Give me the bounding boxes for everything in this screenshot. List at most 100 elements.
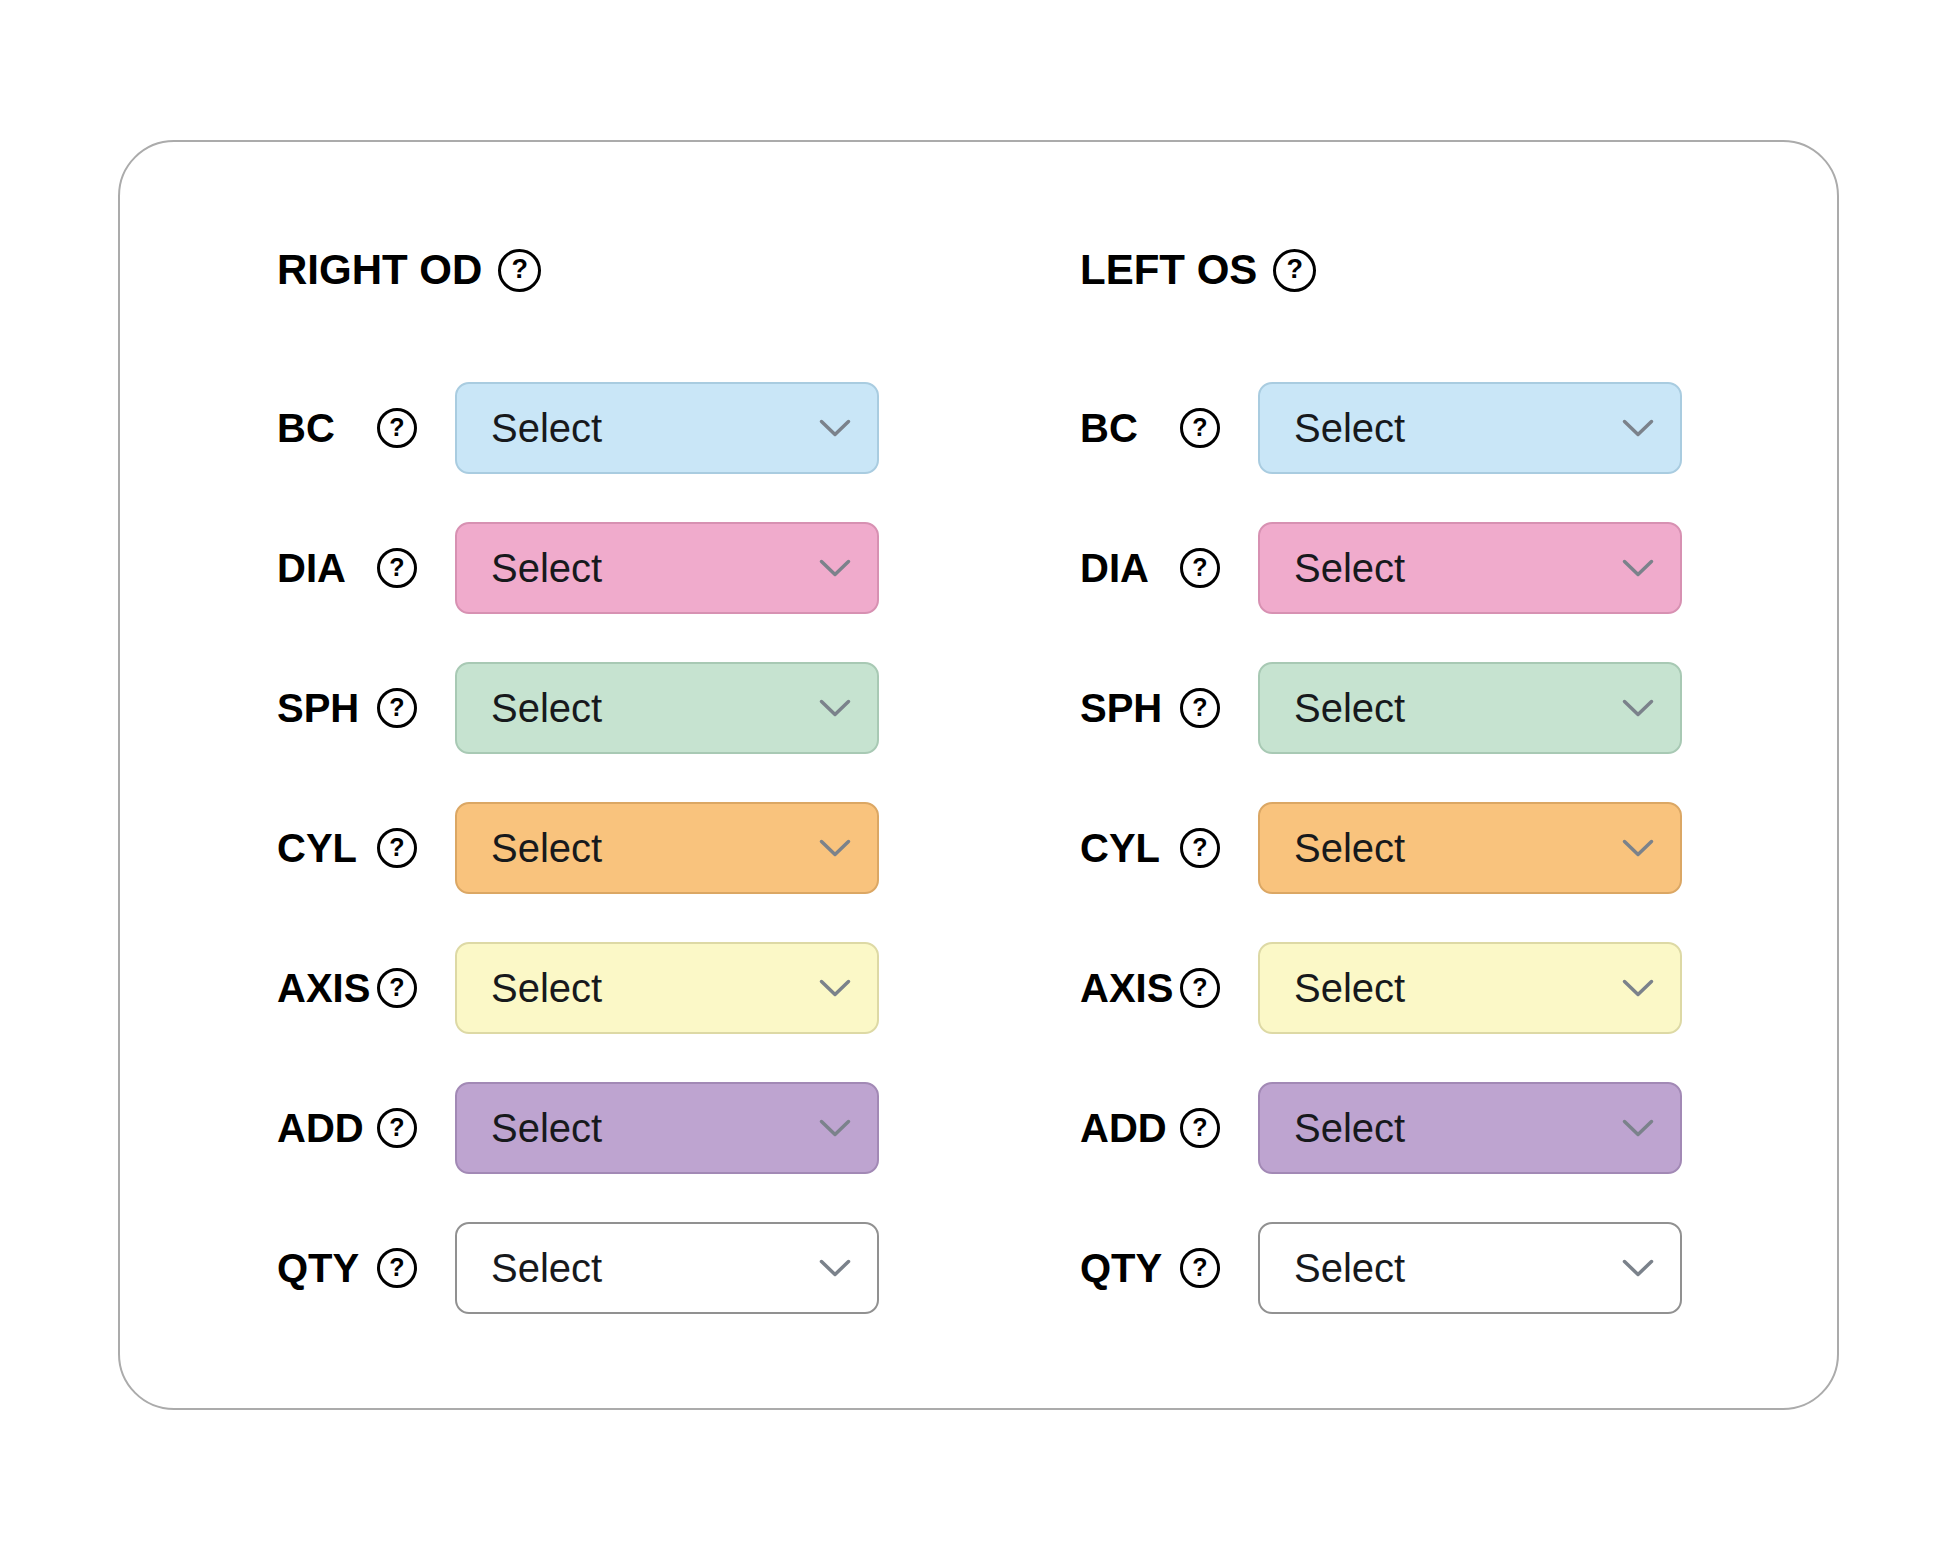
help-icon[interactable]: ? [1180,968,1220,1008]
field-label-group: DIA ? [1080,548,1220,588]
field-label-group: SPH ? [1080,688,1220,728]
right-od-dia-select[interactable]: Select [455,522,879,614]
help-icon[interactable]: ? [377,968,417,1008]
field-label-group: SPH ? [277,688,417,728]
field-label: AXIS [1080,968,1173,1008]
right-od-sph-select[interactable]: Select [455,662,879,754]
help-icon[interactable]: ? [1273,249,1316,292]
left-os-add-select[interactable]: Select [1258,1082,1682,1174]
left-os-sph-select[interactable]: Select [1258,662,1682,754]
right-od-qty-select[interactable]: Select [455,1222,879,1314]
field-label: ADD [277,1108,364,1148]
field-row-qty: QTY ? Select [1080,1222,1682,1314]
select-value: Select [491,1108,602,1148]
right-od-cyl-select[interactable]: Select [455,802,879,894]
field-row-bc: BC ? Select [277,382,879,474]
field-row-add: ADD ? Select [1080,1082,1682,1174]
field-row-axis: AXIS ? Select [277,942,879,1034]
chevron-down-icon [819,699,851,718]
help-icon[interactable]: ? [1180,548,1220,588]
field-row-axis: AXIS ? Select [1080,942,1682,1034]
help-icon[interactable]: ? [1180,1108,1220,1148]
select-value: Select [491,1248,602,1288]
field-label: QTY [1080,1248,1162,1288]
field-label: DIA [1080,548,1149,588]
chevron-down-icon [819,1119,851,1138]
help-icon[interactable]: ? [377,408,417,448]
select-value: Select [1294,1108,1405,1148]
field-row-dia: DIA ? Select [277,522,879,614]
chevron-down-icon [1622,419,1654,438]
field-label-group: QTY ? [1080,1248,1220,1288]
column-header: RIGHT OD ? [277,249,879,291]
help-icon[interactable]: ? [1180,688,1220,728]
column-right-od: RIGHT OD ? BC ? Select DIA [277,249,879,1362]
select-value: Select [1294,548,1405,588]
field-label: DIA [277,548,346,588]
left-os-qty-select[interactable]: Select [1258,1222,1682,1314]
field-row-add: ADD ? Select [277,1082,879,1174]
help-icon[interactable]: ? [377,1108,417,1148]
field-label-group: AXIS ? [277,968,417,1008]
field-label: QTY [277,1248,359,1288]
left-os-axis-select[interactable]: Select [1258,942,1682,1034]
select-value: Select [491,828,602,868]
chevron-down-icon [1622,559,1654,578]
help-icon[interactable]: ? [377,1248,417,1288]
field-row-sph: SPH ? Select [1080,662,1682,754]
chevron-down-icon [1622,979,1654,998]
field-label-group: CYL ? [277,828,417,868]
chevron-down-icon [819,979,851,998]
field-row-dia: DIA ? Select [1080,522,1682,614]
column-header: LEFT OS ? [1080,249,1682,291]
field-label: BC [277,408,335,448]
left-os-dia-select[interactable]: Select [1258,522,1682,614]
field-label-group: CYL ? [1080,828,1220,868]
field-row-sph: SPH ? Select [277,662,879,754]
chevron-down-icon [1622,839,1654,858]
select-value: Select [1294,408,1405,448]
chevron-down-icon [819,1259,851,1278]
field-label-group: BC ? [1080,408,1220,448]
help-icon[interactable]: ? [1180,408,1220,448]
field-row-cyl: CYL ? Select [1080,802,1682,894]
column-left-os: LEFT OS ? BC ? Select DIA [1080,249,1682,1362]
left-os-cyl-select[interactable]: Select [1258,802,1682,894]
left-os-bc-select[interactable]: Select [1258,382,1682,474]
select-value: Select [491,408,602,448]
chevron-down-icon [1622,1119,1654,1138]
field-label-group: DIA ? [277,548,417,588]
right-od-bc-select[interactable]: Select [455,382,879,474]
field-label-group: QTY ? [277,1248,417,1288]
field-rows: BC ? Select DIA ? Select [277,382,879,1314]
field-label: CYL [1080,828,1160,868]
prescription-parameters-card: RIGHT OD ? BC ? Select DIA [118,140,1839,1410]
field-label-group: AXIS ? [1080,968,1220,1008]
field-label: SPH [277,688,359,728]
chevron-down-icon [819,419,851,438]
column-title-left-os: LEFT OS [1080,249,1257,291]
field-label: CYL [277,828,357,868]
select-value: Select [1294,1248,1405,1288]
field-row-qty: QTY ? Select [277,1222,879,1314]
help-icon[interactable]: ? [377,688,417,728]
right-od-axis-select[interactable]: Select [455,942,879,1034]
select-value: Select [491,548,602,588]
chevron-down-icon [819,559,851,578]
help-icon[interactable]: ? [1180,828,1220,868]
help-icon[interactable]: ? [1180,1248,1220,1288]
chevron-down-icon [1622,1259,1654,1278]
help-icon[interactable]: ? [377,828,417,868]
field-label-group: BC ? [277,408,417,448]
field-row-bc: BC ? Select [1080,382,1682,474]
field-rows: BC ? Select DIA ? Select [1080,382,1682,1314]
column-title-right-od: RIGHT OD [277,249,482,291]
right-od-add-select[interactable]: Select [455,1082,879,1174]
field-label: BC [1080,408,1138,448]
help-icon[interactable]: ? [377,548,417,588]
chevron-down-icon [1622,699,1654,718]
chevron-down-icon [819,839,851,858]
field-label: AXIS [277,968,370,1008]
help-icon[interactable]: ? [498,249,541,292]
select-value: Select [1294,688,1405,728]
